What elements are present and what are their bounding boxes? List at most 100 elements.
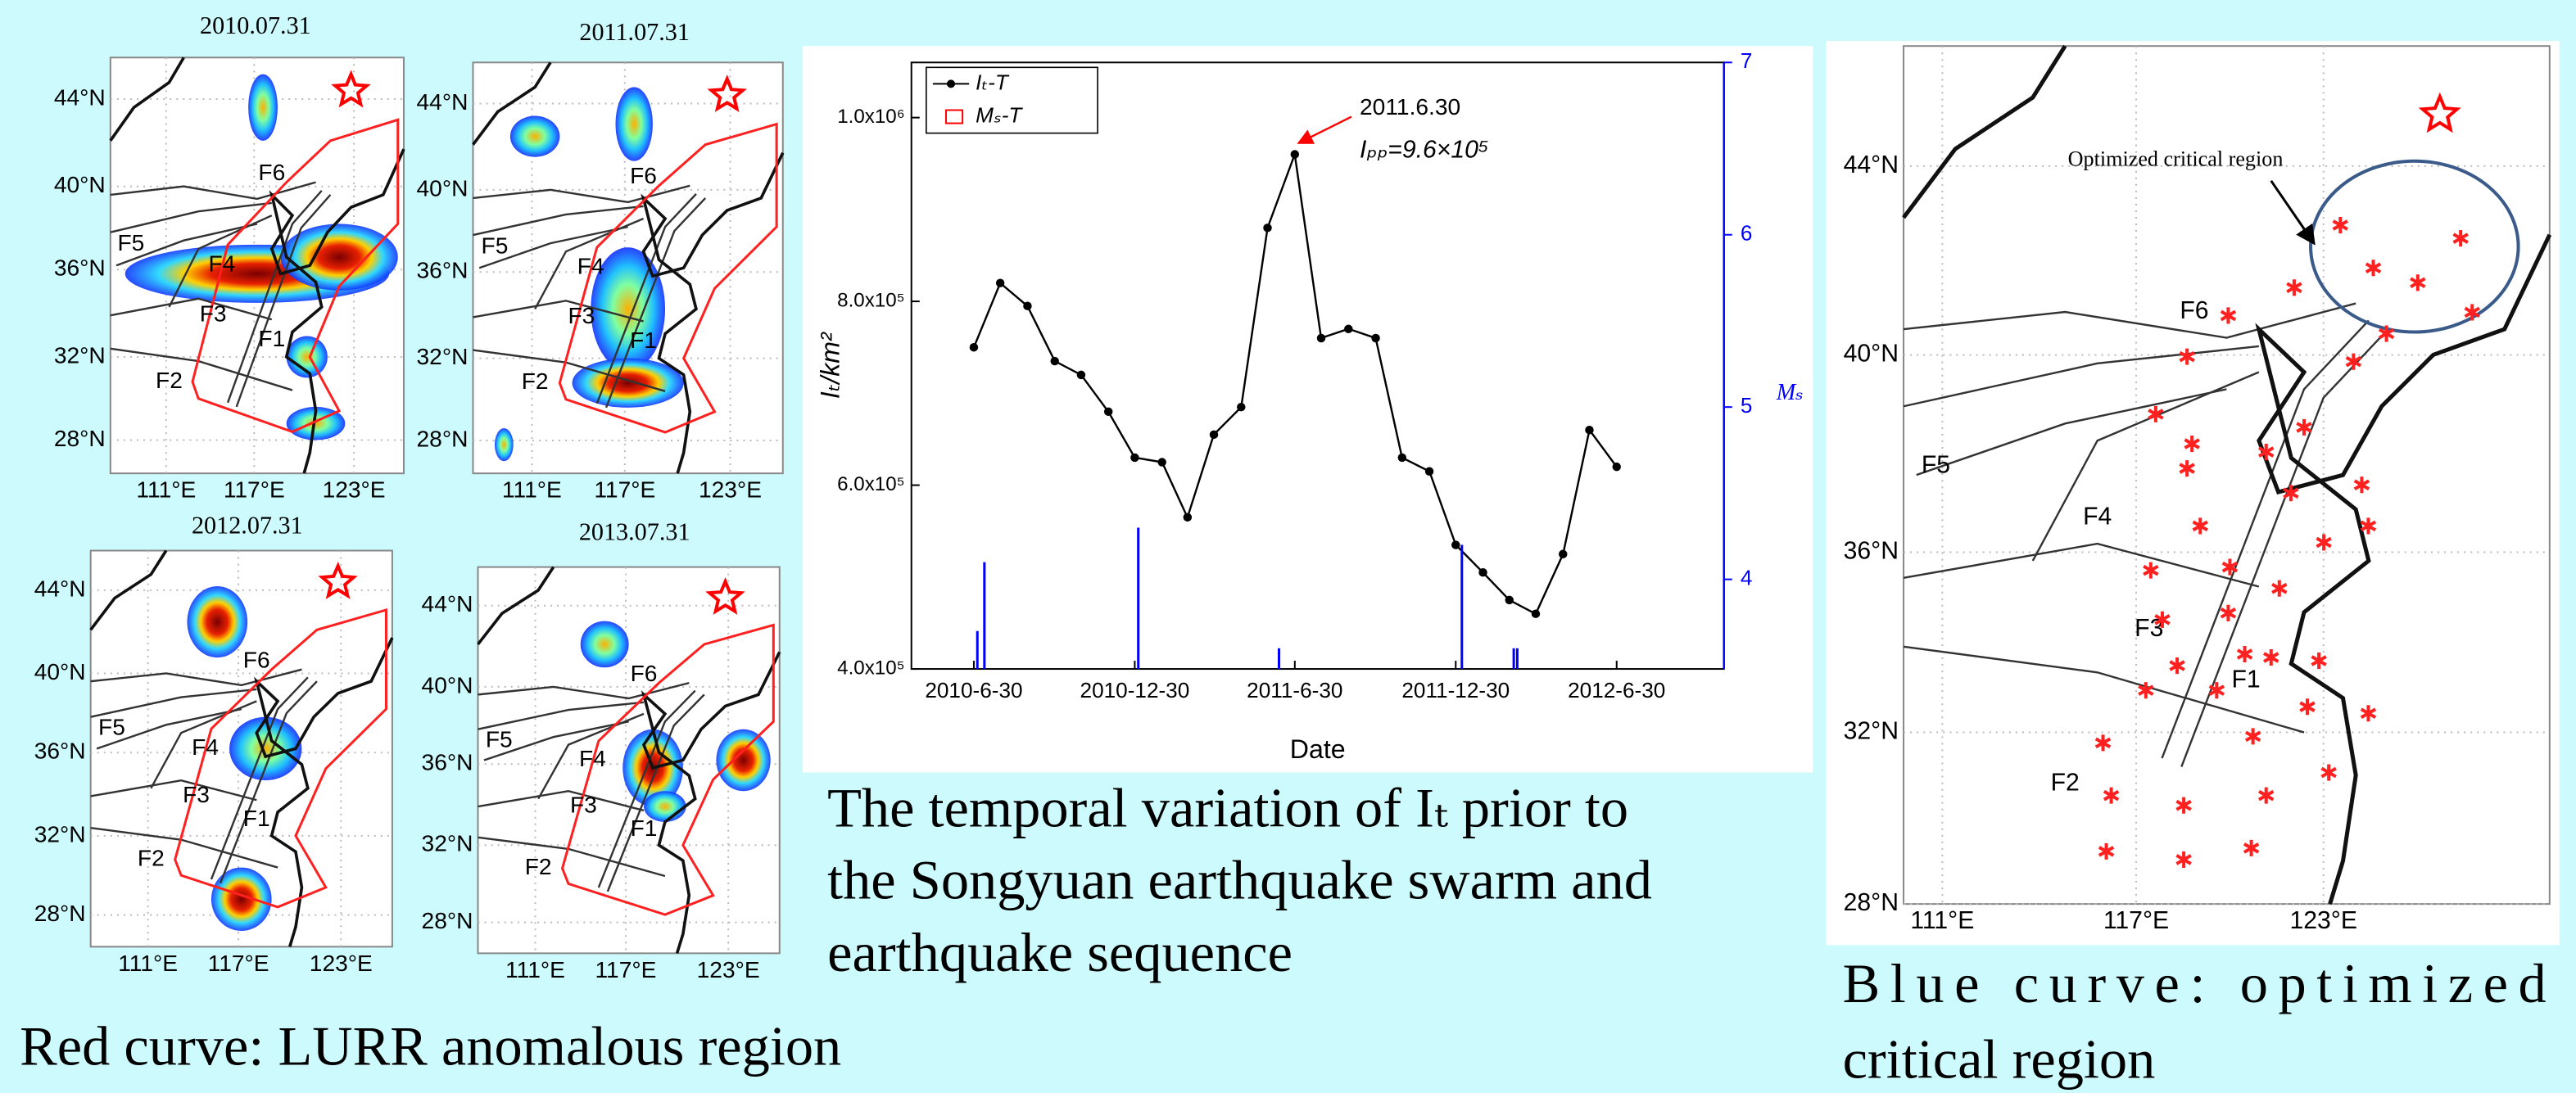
anomaly-blob (248, 74, 278, 141)
fault-line (2031, 371, 2260, 562)
lat-label: 28°N (1844, 889, 1899, 916)
lat-label: 44°N (1844, 151, 1899, 178)
chart-caption: the Songyuan earthquake swarm and (827, 849, 1652, 911)
anomaly-blob (572, 358, 684, 408)
station-asterisk (2360, 705, 2377, 722)
fault-line (219, 680, 318, 884)
lat-label: 36°N (54, 255, 106, 281)
anomaly-blob (580, 621, 629, 668)
fault-label: F1 (258, 326, 285, 351)
series-point (1237, 402, 1246, 412)
fault-label: F4 (192, 734, 219, 760)
anomaly-blob (286, 336, 328, 378)
lurr-region (560, 623, 775, 916)
fault-label: F3 (570, 793, 597, 818)
fault-line (478, 701, 645, 730)
annotation: 2011.6.30 (1360, 94, 1460, 120)
fault-label: F2 (525, 854, 552, 879)
fault-label: F4 (2083, 504, 2112, 531)
station-asterisk (2257, 444, 2275, 461)
lat-label: 40°N (417, 175, 469, 201)
station-asterisk (2220, 604, 2237, 621)
series-point (1478, 567, 1487, 577)
critical-map-caption: Blue curve: optimized (1843, 952, 2547, 1014)
station-asterisk (2299, 698, 2316, 716)
fault-label: F1 (631, 815, 658, 841)
fault-line (110, 297, 273, 321)
series-point (1130, 453, 1139, 463)
fault-label: F6 (631, 661, 658, 686)
fault-label: F5 (482, 233, 509, 259)
lat-label: 28°N (422, 908, 473, 933)
border-line (89, 549, 168, 631)
station-asterisk (2320, 764, 2337, 781)
station-asterisk (2220, 307, 2237, 324)
y-tick-label: 4.0x10⁵ (837, 657, 904, 679)
series-point (1076, 370, 1086, 380)
station-asterisk (2103, 787, 2120, 804)
annotation-arrow (2270, 179, 2316, 246)
fault-line (534, 217, 645, 309)
series-point (1451, 540, 1460, 549)
station-asterisk (2332, 216, 2348, 234)
lon-label: 111°E (136, 477, 196, 503)
fault-label: F6 (2180, 297, 2208, 324)
station-asterisk (2244, 728, 2261, 745)
lat-label: 44°N (422, 591, 473, 617)
station-asterisk (2378, 325, 2395, 342)
x-tick-label: 2011-6-30 (1247, 678, 1342, 702)
fault-line (1903, 645, 2305, 734)
lat-label: 40°N (1844, 340, 1899, 367)
fault-label: F3 (183, 782, 210, 807)
coastline (269, 148, 405, 474)
border-line (1902, 44, 2067, 219)
lat-label: 28°N (34, 901, 86, 926)
station-asterisk (2263, 648, 2279, 666)
lon-label: 123°E (2289, 907, 2357, 934)
y-tick-label: 8.0x10⁵ (837, 289, 904, 311)
lurr-region (558, 122, 778, 434)
lat-label: 40°N (422, 672, 473, 698)
station-asterisk (2283, 485, 2299, 502)
x-tick-label: 2010-12-30 (1080, 678, 1190, 702)
fault-line (478, 789, 645, 812)
map-title: 2012.07.31 (192, 511, 303, 539)
series-point (1371, 333, 1380, 343)
map-title: 2010.07.31 (200, 11, 311, 39)
anomaly-blob (615, 87, 653, 161)
legend-label: Iₜ-T (976, 70, 1010, 94)
station-asterisk (2360, 517, 2377, 535)
station-asterisk (2169, 657, 2185, 675)
fault-line (604, 197, 707, 409)
station-asterisk (2271, 580, 2288, 597)
lon-label: 117°E (2103, 907, 2169, 934)
station-asterisk (2236, 645, 2253, 663)
station-asterisk (2345, 353, 2362, 370)
series-point (1157, 458, 1166, 467)
anomaly-blob (229, 716, 302, 781)
fault-line (1903, 542, 2260, 588)
x-tick-label: 2011-12-30 (1401, 678, 1510, 702)
fault-line (1903, 345, 2259, 408)
station-asterisk (2175, 851, 2192, 868)
fault-label: F4 (208, 251, 235, 277)
fault-label: F6 (258, 160, 285, 185)
fault-line (473, 300, 644, 323)
station-asterisk (2094, 734, 2112, 752)
fault-line (473, 184, 690, 204)
lon-label: 123°E (697, 957, 760, 982)
fault-line (483, 720, 629, 761)
lon-label: 117°E (224, 477, 285, 503)
y-tick-label: 1.0x10⁶ (837, 106, 904, 128)
station-asterisk (2353, 476, 2370, 494)
fault-line (110, 181, 316, 201)
border-line (472, 61, 552, 146)
station-asterisk (2464, 304, 2480, 321)
y-tick-label: 6.0x10⁵ (837, 473, 904, 495)
station-asterisk (2179, 348, 2195, 365)
x-tick-label: 2012-6-30 (1568, 678, 1665, 702)
lon-label: 111°E (118, 951, 178, 976)
fault-line (168, 215, 273, 308)
fault-line (210, 676, 309, 880)
lat-label: 32°N (54, 342, 106, 368)
